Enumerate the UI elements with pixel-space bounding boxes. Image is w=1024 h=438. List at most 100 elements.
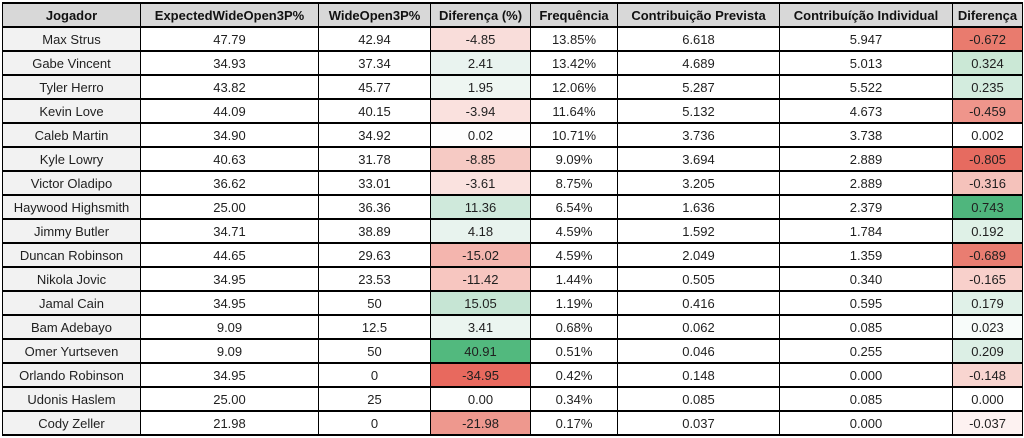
table-cell: 0.324 xyxy=(952,50,1023,76)
table-cell: 33.01 xyxy=(318,170,431,196)
table-row: Orlando Robinson 34.95 0 -34.95 0.42% 0.148 0.… xyxy=(2,362,1023,388)
table-cell: 8.75% xyxy=(530,170,618,196)
table-cell: 2.049 xyxy=(617,242,780,268)
table-cell: -11.42 xyxy=(430,266,531,292)
table-cell: 0.34% xyxy=(530,386,618,412)
table-cell: 0.42% xyxy=(530,362,618,388)
player-name-cell: Tyler Herro xyxy=(2,74,141,100)
table-cell: 12.5 xyxy=(318,314,431,340)
table-cell: -0.165 xyxy=(952,266,1023,292)
table-cell: 0.002 xyxy=(952,122,1023,148)
player-name-cell: Omer Yurtseven xyxy=(2,338,141,364)
table-cell: 0.085 xyxy=(617,386,780,412)
table-cell: 0.340 xyxy=(779,266,953,292)
table-cell: 0.000 xyxy=(779,410,953,436)
table-cell: -0.689 xyxy=(952,242,1023,268)
player-name-cell: Kyle Lowry xyxy=(2,146,141,172)
table-cell: 34.95 xyxy=(140,266,319,292)
table-cell: 1.44% xyxy=(530,266,618,292)
table-cell: 34.95 xyxy=(140,290,319,316)
table-cell: 0.02 xyxy=(430,122,531,148)
table-cell: 4.59% xyxy=(530,242,618,268)
table-cell: -3.61 xyxy=(430,170,531,196)
table-cell: 0.085 xyxy=(779,386,953,412)
table-row: Gabe Vincent 34.93 37.34 2.41 13.42% 4.689 5.0… xyxy=(2,50,1023,76)
table-cell: -15.02 xyxy=(430,242,531,268)
table-cell: 44.65 xyxy=(140,242,319,268)
table-cell: 34.93 xyxy=(140,50,319,76)
table-cell: 25.00 xyxy=(140,194,319,220)
table-cell: 5.947 xyxy=(779,26,953,52)
table-cell: 50 xyxy=(318,338,431,364)
table-cell: 13.85% xyxy=(530,26,618,52)
table-cell: 0.000 xyxy=(779,362,953,388)
player-name-cell: Orlando Robinson xyxy=(2,362,141,388)
table-cell: 43.82 xyxy=(140,74,319,100)
table-cell: 0.255 xyxy=(779,338,953,364)
player-name-cell: Kevin Love xyxy=(2,98,141,124)
table-cell: 45.77 xyxy=(318,74,431,100)
table-cell: 2.41 xyxy=(430,50,531,76)
table-cell: -0.037 xyxy=(952,410,1023,436)
table-cell: 6.618 xyxy=(617,26,780,52)
player-name-cell: Jimmy Butler xyxy=(2,218,141,244)
table-cell: 34.71 xyxy=(140,218,319,244)
table-cell: 0.51% xyxy=(530,338,618,364)
table-cell: 21.98 xyxy=(140,410,319,436)
table-cell: 0.179 xyxy=(952,290,1023,316)
table-cell: -34.95 xyxy=(430,362,531,388)
table-cell: 3.738 xyxy=(779,122,953,148)
table-cell: 23.53 xyxy=(318,266,431,292)
table-cell: 1.359 xyxy=(779,242,953,268)
table-cell: 34.90 xyxy=(140,122,319,148)
table-cell: 1.19% xyxy=(530,290,618,316)
table-cell: 5.287 xyxy=(617,74,780,100)
table-cell: 0 xyxy=(318,362,431,388)
player-name-cell: Victor Oladipo xyxy=(2,170,141,196)
table-row: Udonis Haslem 25.00 25 0.00 0.34% 0.085 0.085 0… xyxy=(2,386,1023,412)
table-cell: 9.09 xyxy=(140,314,319,340)
table-cell: 34.92 xyxy=(318,122,431,148)
table-row: Kyle Lowry 40.63 31.78 -8.85 9.09% 3.694 2.889… xyxy=(2,146,1023,172)
column-header: Frequência xyxy=(530,2,618,28)
table-cell: 1.592 xyxy=(617,218,780,244)
table-cell: 9.09 xyxy=(140,338,319,364)
table-cell: 3.694 xyxy=(617,146,780,172)
table-cell: 50 xyxy=(318,290,431,316)
player-name-cell: Bam Adebayo xyxy=(2,314,141,340)
column-header: WideOpen3P% xyxy=(318,2,431,28)
table-cell: 37.34 xyxy=(318,50,431,76)
player-name-cell: Udonis Haslem xyxy=(2,386,141,412)
table-cell: 47.79 xyxy=(140,26,319,52)
table-row: Haywood Highsmith 25.00 36.36 11.36 6.54% 1.6… xyxy=(2,194,1023,220)
table-cell: 1.784 xyxy=(779,218,953,244)
table-cell: 4.18 xyxy=(430,218,531,244)
column-header: ExpectedWideOpen3P% xyxy=(140,2,319,28)
table-cell: 0.235 xyxy=(952,74,1023,100)
column-header: Diferença xyxy=(952,2,1023,28)
table-row: Tyler Herro 43.82 45.77 1.95 12.06% 5.287 5.52… xyxy=(2,74,1023,100)
table-cell: -3.94 xyxy=(430,98,531,124)
table-cell: 36.36 xyxy=(318,194,431,220)
table-cell: 0.023 xyxy=(952,314,1023,340)
table-row: Bam Adebayo 9.09 12.5 3.41 0.68% 0.062 0.085 0.… xyxy=(2,314,1023,340)
table-cell: 2.889 xyxy=(779,146,953,172)
table-cell: 0.062 xyxy=(617,314,780,340)
player-name-cell: Caleb Martin xyxy=(2,122,141,148)
table-cell: 13.42% xyxy=(530,50,618,76)
table-row: Nikola Jovic 34.95 23.53 -11.42 1.44% 0.505 0.… xyxy=(2,266,1023,292)
table-cell: 5.522 xyxy=(779,74,953,100)
column-header: Jogador xyxy=(2,2,141,28)
table-cell: 25.00 xyxy=(140,386,319,412)
table-cell: 5.132 xyxy=(617,98,780,124)
table-cell: 0.416 xyxy=(617,290,780,316)
table-cell: 0.68% xyxy=(530,314,618,340)
column-header: Diferença (%) xyxy=(430,2,531,28)
table-cell: 1.636 xyxy=(617,194,780,220)
table-cell: 0.743 xyxy=(952,194,1023,220)
table-row: Kevin Love 44.09 40.15 -3.94 11.64% 5.132 4.67… xyxy=(2,98,1023,124)
table-cell: -8.85 xyxy=(430,146,531,172)
table-cell: 11.36 xyxy=(430,194,531,220)
table-cell: -0.805 xyxy=(952,146,1023,172)
